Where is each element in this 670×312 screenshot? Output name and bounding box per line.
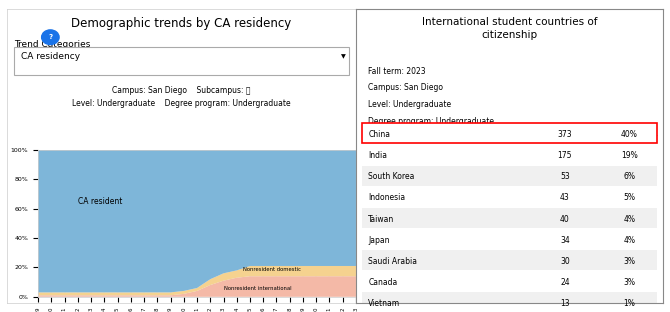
Text: 3%: 3% (624, 278, 635, 287)
Text: ▼: ▼ (341, 54, 346, 59)
Text: Campus: San Diego: Campus: San Diego (369, 83, 444, 92)
Text: Percent: Percent (608, 129, 637, 139)
Text: Saudi Arabia: Saudi Arabia (369, 257, 417, 266)
FancyBboxPatch shape (362, 271, 657, 291)
Text: Demographic trends by CA residency: Demographic trends by CA residency (71, 17, 291, 30)
Text: 6%: 6% (624, 172, 635, 181)
Text: 40: 40 (560, 215, 570, 224)
FancyBboxPatch shape (362, 124, 657, 144)
FancyBboxPatch shape (362, 187, 657, 207)
Text: China: China (369, 130, 390, 139)
Text: Studen..: Studen.. (541, 129, 572, 139)
FancyBboxPatch shape (362, 250, 657, 270)
Text: 19%: 19% (621, 151, 638, 160)
Text: Trend Categories: Trend Categories (13, 40, 90, 49)
Text: 373: 373 (557, 130, 572, 139)
Text: Vietnam: Vietnam (369, 299, 401, 308)
Text: 1%: 1% (624, 299, 635, 308)
Text: India: India (369, 151, 387, 160)
Text: Campus: San Diego    Subcampus: 无
Level: Undergraduate    Degree program: Underg: Campus: San Diego Subcampus: 无 Level: Un… (72, 85, 291, 108)
Text: 13: 13 (560, 299, 570, 308)
Text: 53: 53 (560, 172, 570, 181)
Text: 4%: 4% (624, 215, 635, 224)
Text: 30: 30 (560, 257, 570, 266)
FancyBboxPatch shape (362, 208, 657, 228)
Text: Taiwan: Taiwan (369, 215, 395, 224)
Text: 175: 175 (557, 151, 572, 160)
Text: Degree program: Undergraduate: Degree program: Undergraduate (369, 117, 494, 126)
Text: 4%: 4% (624, 236, 635, 245)
Text: Fall term: 2023: Fall term: 2023 (369, 66, 426, 76)
FancyBboxPatch shape (362, 144, 657, 164)
Text: ?: ? (48, 34, 52, 40)
Text: Indonesia: Indonesia (369, 193, 405, 202)
Text: Japan: Japan (369, 236, 390, 245)
Text: CA residency: CA residency (21, 52, 80, 61)
Text: Level: Undergraduate: Level: Undergraduate (369, 100, 452, 109)
Text: Canada: Canada (369, 278, 397, 287)
Text: International student countries of
citizenship: International student countries of citiz… (422, 17, 598, 40)
FancyBboxPatch shape (362, 292, 657, 312)
FancyBboxPatch shape (13, 47, 349, 76)
Text: 5%: 5% (624, 193, 635, 202)
Text: 34: 34 (560, 236, 570, 245)
Text: 3%: 3% (624, 257, 635, 266)
FancyBboxPatch shape (362, 166, 657, 186)
FancyBboxPatch shape (362, 229, 657, 249)
Text: 24: 24 (560, 278, 570, 287)
Text: 40%: 40% (621, 130, 638, 139)
Text: South Korea: South Korea (369, 172, 415, 181)
Text: 43: 43 (560, 193, 570, 202)
Circle shape (42, 30, 59, 45)
